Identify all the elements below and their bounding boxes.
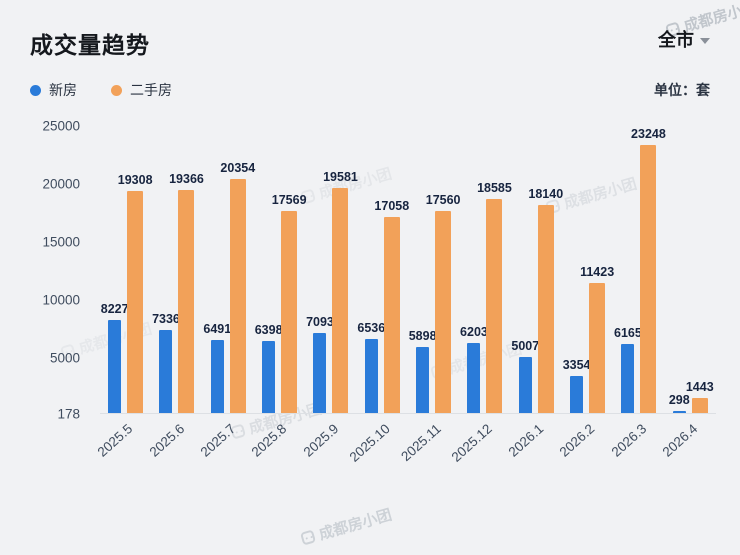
bar-value-label: 5007 — [511, 338, 540, 353]
y-axis-tick-label: 5000 — [49, 350, 80, 366]
x-axis-tick-label: 2025.5 — [94, 421, 136, 460]
bar-新房-2026.2: 3354 — [563, 358, 591, 413]
x-axis-tick-label: 2026.1 — [505, 421, 547, 460]
region-dropdown-label: 全市 — [658, 30, 694, 50]
bar-新房-2026.1: 5007 — [511, 339, 539, 413]
bar-value-label: 1443 — [685, 380, 714, 395]
bar-group-2026.2: 3354 11423 2026.2 — [557, 126, 614, 460]
legend: 新房 二手房 — [30, 80, 172, 100]
y-axis-tick-label: 20000 — [42, 176, 80, 192]
bar-value-label: 19581 — [323, 169, 358, 184]
bar-group-2025.10: 6536 17058 2025.10 — [346, 126, 409, 465]
bar-新房-2025.11: 5898 — [409, 329, 437, 413]
bar-group-2025.11: 5898 17560 2025.11 — [398, 126, 461, 464]
legend-swatch-icon — [30, 84, 41, 96]
bar-value-label: 6398 — [254, 322, 283, 337]
x-axis-tick-label: 2025.10 — [346, 421, 393, 465]
bar-value-label: 298 — [668, 393, 690, 407]
y-axis: 178 5000 10000 15000 20000 25000 — [18, 119, 90, 422]
bar-value-label: 18140 — [528, 186, 564, 201]
bar-新房-2025.6: 7336 — [152, 312, 180, 413]
bar-新房-2025.7: 6491 — [203, 322, 231, 413]
bar-value-label: 7336 — [152, 311, 180, 326]
bar-group-2025.12: 6203 18585 2025.12 — [449, 126, 512, 464]
bar-二手房-2026.2: 11423 — [580, 265, 614, 413]
bar-二手房-2026.3: 23248 — [631, 127, 666, 413]
bar-value-label: 17058 — [374, 199, 410, 214]
bar-value-label: 17560 — [425, 193, 461, 208]
legend-label: 二手房 — [130, 82, 172, 98]
bar-group-2025.9: 7093 19581 2025.9 — [300, 126, 358, 460]
bar-二手房-2025.9: 19581 — [323, 170, 358, 413]
bar-group-2025.6: 7336 19366 2025.6 — [146, 126, 204, 459]
bar-value-label: 17569 — [271, 193, 307, 208]
bar-group-2026.1: 5007 18140 2026.1 — [506, 126, 564, 460]
y-axis-tick-label: 15000 — [42, 234, 80, 250]
bar-value-label: 6491 — [203, 321, 232, 336]
bar-value-label: 6203 — [460, 325, 488, 340]
bar-group-2026.3: 6165 23248 2026.3 — [608, 126, 666, 459]
bar-value-label: 18585 — [477, 181, 512, 196]
bar-value-label: 5898 — [408, 328, 437, 343]
bar-新房-2025.9: 7093 — [306, 315, 334, 413]
x-axis-tick-label: 2025.8 — [248, 421, 290, 460]
bar-value-label: 6536 — [357, 321, 386, 336]
bar-value-label: 8227 — [100, 301, 129, 316]
unit-label: 单位：套 — [654, 82, 710, 98]
bar-group-2025.8: 6398 17569 2025.8 — [249, 126, 307, 460]
bar-二手房-2025.6: 19366 — [169, 172, 204, 413]
x-axis-tick-label: 2025.7 — [197, 421, 239, 460]
bar-value-label: 3354 — [562, 358, 591, 373]
page-title: 成交量趋势 — [30, 32, 150, 58]
bar-value-label: 20354 — [220, 160, 256, 175]
bar-二手房-2025.10: 17058 — [374, 199, 409, 413]
bar-value-label: 11423 — [580, 264, 615, 279]
legend-item-新房[interactable]: 新房 — [30, 80, 77, 100]
bar-二手房-2026.4: 1443 — [686, 380, 714, 413]
x-axis-tick-label: 2025.12 — [448, 421, 496, 465]
bar-二手房-2025.8: 17569 — [272, 193, 307, 413]
plot-area: 8227 19308 2025.5 7336 19366 2025.6 6491 20354 2… — [95, 126, 716, 465]
bar-二手房-2026.1: 18140 — [528, 187, 563, 413]
legend-row: 新房 二手房 单位：套 — [0, 80, 740, 100]
bar-value-label: 19308 — [117, 173, 153, 188]
bar-新房-2025.5: 8227 — [101, 302, 129, 413]
bar-新房-2026.4: 298 — [669, 393, 690, 413]
bar-新房-2025.10: 6536 — [357, 321, 385, 413]
y-axis-tick-label: 25000 — [42, 118, 80, 134]
legend-label: 新房 — [49, 82, 77, 98]
chevron-down-icon — [700, 37, 710, 44]
bar-新房-2025.12: 6203 — [460, 325, 488, 413]
bar-value-label: 19366 — [169, 172, 204, 187]
legend-item-二手房[interactable]: 二手房 — [111, 80, 172, 100]
y-axis-tick-label: 10000 — [42, 292, 80, 308]
x-axis-tick-label: 2025.6 — [146, 421, 188, 460]
chart-header: 成交量趋势 全市 — [0, 0, 740, 60]
bar-value-label: 7093 — [306, 314, 334, 329]
x-axis-tick-label: 2026.4 — [659, 421, 701, 460]
legend-swatch-icon — [111, 84, 122, 96]
brand-logo-icon — [300, 529, 317, 546]
bar-value-label: 23248 — [631, 127, 666, 142]
bar-value-label: 6165 — [614, 325, 642, 340]
bar-新房-2026.3: 6165 — [614, 326, 642, 413]
x-axis-tick-label: 2025.11 — [398, 421, 444, 465]
bar-二手房-2025.5: 19308 — [118, 173, 153, 413]
region-dropdown[interactable]: 全市 — [658, 26, 710, 52]
x-axis-tick-label: 2025.9 — [300, 421, 342, 460]
x-axis-tick-label: 2026.2 — [556, 421, 598, 460]
bar-二手房-2025.11: 17560 — [426, 193, 461, 413]
bar-group-2026.4: 298 1443 2026.4 — [660, 126, 716, 459]
x-axis-tick-label: 2026.3 — [608, 421, 649, 460]
y-axis-tick-label: 178 — [57, 406, 80, 422]
bar-二手房-2025.7: 20354 — [220, 161, 255, 413]
volume-trend-chart: 178 5000 10000 15000 20000 25000 8227 19308 202… — [18, 119, 716, 516]
bar-新房-2025.8: 6398 — [255, 323, 283, 413]
bar-group-2025.7: 6491 20354 2025.7 — [198, 126, 256, 460]
bar-group-2025.5: 8227 19308 2025.5 — [95, 126, 153, 460]
bar-二手房-2025.12: 18585 — [477, 181, 512, 413]
